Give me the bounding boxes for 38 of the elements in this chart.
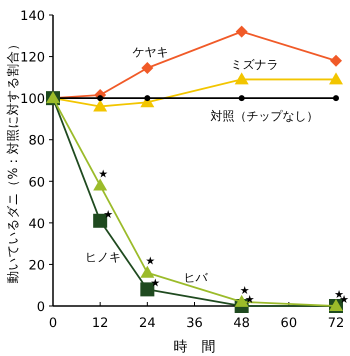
- point: [236, 26, 248, 38]
- x-tick-label: 48: [233, 316, 250, 331]
- y-tick-label: 80: [28, 134, 45, 149]
- point: [234, 72, 249, 84]
- y-tick-label: 140: [20, 9, 45, 24]
- x-tick-label: 0: [48, 316, 58, 331]
- series-label: ヒノキ: [85, 250, 122, 264]
- series-label: 対照（チップなし）: [210, 109, 319, 124]
- series-label: ミズナラ: [230, 57, 279, 72]
- annotation: ★: [98, 167, 108, 180]
- point: [141, 62, 154, 74]
- x-tick-label: 60: [280, 316, 298, 331]
- point: [93, 99, 108, 112]
- y-axis-title: 動いているダニ（%：対照に対する割合）: [5, 38, 20, 284]
- x-tick-label: 72: [328, 316, 344, 331]
- y-tick-label: 100: [20, 92, 45, 108]
- series-label: ケヤキ: [132, 45, 168, 60]
- y-tick-label: 120: [20, 50, 45, 66]
- y-tick-label: 40: [28, 216, 45, 232]
- y-tick-label: 0: [36, 300, 45, 315]
- annotation: ★: [240, 284, 250, 297]
- annotation: ★: [145, 254, 156, 268]
- point: [97, 95, 104, 102]
- point: [333, 95, 339, 102]
- x-tick-label: 24: [139, 316, 156, 331]
- x-tick-label: 36: [186, 316, 203, 331]
- point: [330, 54, 342, 67]
- annotation: ★: [103, 208, 114, 221]
- point: [140, 266, 154, 278]
- point: [93, 178, 108, 190]
- point: [238, 95, 245, 102]
- x-axis-title: 時 間: [174, 339, 216, 355]
- series-label: ヒバ: [183, 270, 208, 285]
- x-tick-label: 12: [92, 316, 108, 331]
- point: [329, 72, 343, 84]
- annotation: ★: [150, 276, 160, 290]
- y-tick-label: 20: [28, 258, 45, 274]
- y-tick-label: 60: [28, 175, 45, 190]
